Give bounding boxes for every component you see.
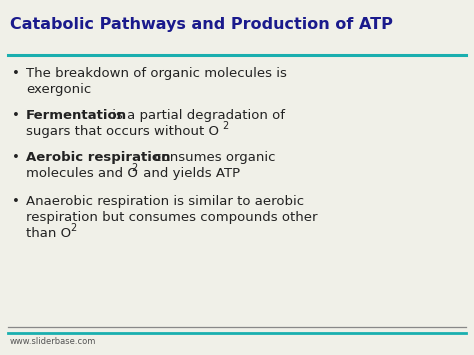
Text: is a partial degradation of: is a partial degradation of (108, 109, 285, 122)
Text: •: • (12, 109, 20, 122)
Text: respiration but consumes compounds other: respiration but consumes compounds other (26, 211, 318, 224)
Text: •: • (12, 67, 20, 80)
Text: consumes organic: consumes organic (150, 151, 275, 164)
Text: sugars that occurs without O: sugars that occurs without O (26, 125, 219, 138)
Text: 2: 2 (222, 121, 228, 131)
Text: exergonic: exergonic (26, 83, 91, 96)
Text: 2: 2 (131, 163, 137, 173)
Text: www.sliderbase.com: www.sliderbase.com (10, 337, 96, 346)
Text: Catabolic Pathways and Production of ATP: Catabolic Pathways and Production of ATP (10, 17, 393, 32)
Text: •: • (12, 151, 20, 164)
Text: and yields ATP: and yields ATP (139, 167, 240, 180)
Text: Fermentation: Fermentation (26, 109, 127, 122)
Text: than O: than O (26, 227, 71, 240)
Text: Aerobic respiration: Aerobic respiration (26, 151, 171, 164)
Text: •: • (12, 195, 20, 208)
Text: 2: 2 (70, 223, 76, 233)
Text: molecules and O: molecules and O (26, 167, 138, 180)
Text: Anaerobic respiration is similar to aerobic: Anaerobic respiration is similar to aero… (26, 195, 304, 208)
Text: The breakdown of organic molecules is: The breakdown of organic molecules is (26, 67, 287, 80)
